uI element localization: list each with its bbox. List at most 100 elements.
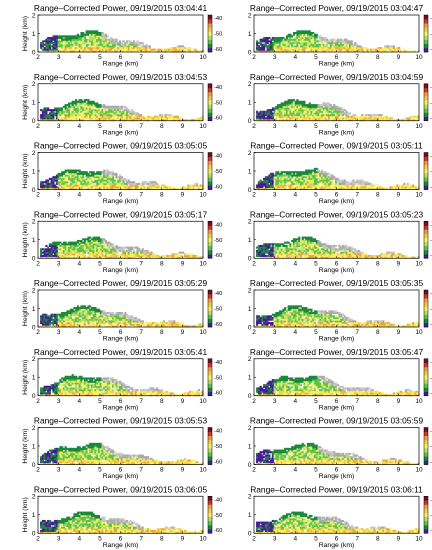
- x-tick-label: 10: [199, 398, 207, 405]
- echo-field: [256, 167, 420, 190]
- radar-panel: Range–Corrected Power, 09/19/2015 03:05:…: [22, 416, 222, 481]
- panel-title: Range–Corrected Power, 09/19/2015 03:05:…: [34, 278, 208, 288]
- colorbar-tick-label: -60: [214, 459, 222, 465]
- colorbar-tick-label: -60: [430, 253, 432, 259]
- x-tick-label: 9: [181, 467, 185, 474]
- echo-field: [256, 30, 416, 53]
- x-tick-label: 10: [199, 54, 207, 61]
- y-axis-label: Height (km): [22, 360, 29, 395]
- panel-title: Range–Corrected Power, 09/19/2015 03:05:…: [34, 347, 208, 357]
- x-tick-label: 2: [36, 329, 40, 336]
- y-tick-label: 2: [32, 287, 36, 294]
- x-tick-label: 9: [181, 260, 185, 267]
- radar-panel: Range–Corrected Power, 09/19/2015 03:05:…: [248, 141, 432, 206]
- colorbar-tick-label: -50: [214, 238, 222, 244]
- colorbar-tick-label: -50: [430, 513, 432, 519]
- x-tick-label: 5: [314, 123, 318, 130]
- panel-title: Range–Corrected Power, 09/19/2015 03:06:…: [250, 484, 423, 494]
- x-tick-label: 7: [139, 329, 143, 336]
- colorbar: -40 -50 -60: [423, 427, 432, 465]
- colorbar: -40 -50 -60: [423, 496, 432, 534]
- x-tick-label: 7: [139, 535, 143, 542]
- radar-panel: Range–Corrected Power, 09/19/2015 03:06:…: [248, 484, 432, 549]
- x-tick-label: 6: [335, 329, 339, 336]
- x-tick-label: 10: [199, 260, 207, 267]
- x-tick-label: 5: [98, 398, 102, 405]
- y-tick-label: 1: [248, 168, 252, 175]
- x-tick-label: 9: [397, 398, 401, 405]
- x-tick-label: 5: [314, 260, 318, 267]
- colorbar-tick-label: -50: [214, 32, 222, 38]
- y-tick-label: 0: [248, 187, 252, 194]
- x-tick-label: 6: [335, 467, 339, 474]
- y-tick-label: 0: [248, 118, 252, 125]
- y-axis-label: Height (km): [22, 153, 29, 188]
- y-tick-label: 1: [32, 306, 36, 313]
- y-tick-label: 2: [248, 12, 252, 19]
- radar-panel: Range–Corrected Power, 09/19/2015 03:04:…: [248, 72, 432, 137]
- x-tick-label: 5: [314, 535, 318, 542]
- x-tick-label: 7: [355, 398, 359, 405]
- x-tick-label: 3: [57, 260, 61, 267]
- x-tick-label: 8: [376, 467, 380, 474]
- x-tick-label: 4: [293, 260, 297, 267]
- y-tick-label: 1: [32, 237, 36, 244]
- x-tick-label: 6: [335, 398, 339, 405]
- panel-title: Range–Corrected Power, 09/19/2015 03:04:…: [34, 72, 208, 82]
- radar-panel: Range–Corrected Power, 09/19/2015 03:05:…: [248, 416, 432, 481]
- y-tick-label: 1: [248, 512, 252, 519]
- x-tick-label: 2: [36, 123, 40, 130]
- radar-panel: Range–Corrected Power, 09/19/2015 03:06:…: [22, 484, 222, 549]
- colorbar: -40 -50 -60: [207, 496, 222, 534]
- panel-title: Range–Corrected Power, 09/19/2015 03:05:…: [250, 141, 423, 151]
- colorbar-tick-label: -50: [430, 169, 432, 175]
- colorbar-tick-label: -50: [214, 444, 222, 450]
- x-tick-label: 7: [139, 398, 143, 405]
- x-tick-label: 8: [160, 467, 164, 474]
- colorbar-tick-label: -50: [430, 375, 432, 381]
- x-tick-label: 8: [376, 398, 380, 405]
- y-tick-label: 2: [248, 356, 252, 363]
- radar-panel: Range–Corrected Power, 09/19/2015 03:05:…: [22, 278, 222, 343]
- x-tick-label: 10: [199, 192, 207, 199]
- echo-field: [40, 30, 204, 53]
- colorbar-tick-label: -60: [430, 184, 432, 190]
- y-tick-label: 2: [248, 287, 252, 294]
- x-axis-label: Range (km): [319, 473, 355, 480]
- x-tick-label: 2: [36, 467, 40, 474]
- y-tick-label: 1: [248, 306, 252, 313]
- y-tick-label: 1: [32, 512, 36, 519]
- y-tick-label: 2: [32, 81, 36, 88]
- colorbar-tick-label: -60: [214, 322, 222, 328]
- colorbar-tick-label: -40: [430, 429, 432, 435]
- panel-title: Range–Corrected Power, 09/19/2015 03:05:…: [250, 416, 424, 426]
- x-axis-label: Range (km): [319, 198, 355, 205]
- y-tick-label: 2: [32, 425, 36, 432]
- x-tick-label: 2: [252, 260, 256, 267]
- x-tick-label: 3: [57, 54, 61, 61]
- x-tick-label: 9: [181, 329, 185, 336]
- x-tick-label: 2: [252, 54, 256, 61]
- radar-panel: Range–Corrected Power, 09/19/2015 03:04:…: [22, 72, 222, 137]
- x-tick-label: 5: [314, 398, 318, 405]
- echo-field: [40, 305, 204, 328]
- colorbar-tick-label: -40: [430, 16, 432, 22]
- y-tick-label: 1: [248, 443, 252, 450]
- x-tick-label: 7: [355, 123, 359, 130]
- x-tick-label: 8: [160, 535, 164, 542]
- colorbar-tick-label: -50: [430, 238, 432, 244]
- x-tick-label: 3: [57, 535, 61, 542]
- x-tick-label: 4: [77, 535, 81, 542]
- y-tick-label: 0: [32, 118, 36, 125]
- x-axis-label: Range (km): [103, 336, 139, 343]
- y-tick-label: 0: [248, 49, 252, 56]
- x-tick-label: 3: [273, 467, 277, 474]
- x-tick-label: 2: [36, 54, 40, 61]
- x-tick-label: 2: [36, 398, 40, 405]
- echo-field: [256, 236, 420, 259]
- echo-field: [40, 169, 204, 190]
- x-tick-label: 8: [160, 260, 164, 267]
- colorbar: -40 -50 -60: [207, 83, 222, 122]
- y-tick-label: 0: [248, 462, 252, 469]
- x-tick-label: 3: [273, 260, 277, 267]
